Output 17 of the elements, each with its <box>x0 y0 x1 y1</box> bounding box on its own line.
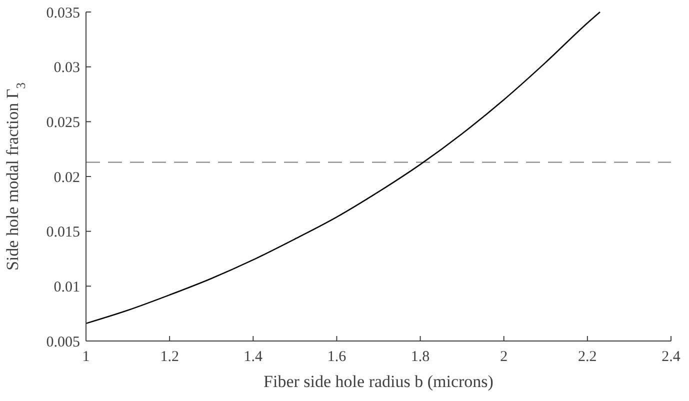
x-tick-label: 1.8 <box>410 349 430 365</box>
y-tick-label: 0.035 <box>46 5 80 22</box>
x-axis-title: Fiber side hole radius b (microns) <box>264 372 494 391</box>
x-tick-label: 2.4 <box>662 349 681 365</box>
y-tick-label: 0.02 <box>54 170 80 186</box>
x-tick-label: 1.4 <box>244 349 264 365</box>
x-tick-label: 2.2 <box>578 349 597 365</box>
x-tick-label: 1.2 <box>160 349 179 365</box>
y-tick-label: 0.01 <box>54 279 80 296</box>
y-tick-label: 0.005 <box>46 334 80 350</box>
y-tick-label: 0.03 <box>54 60 80 76</box>
x-tick-label: 1.6 <box>327 349 347 365</box>
y-tick-label: 0.015 <box>46 224 80 241</box>
y-tick-label: 0.025 <box>46 114 80 131</box>
x-tick-label: 2 <box>500 349 508 365</box>
line-series <box>85 11 601 324</box>
x-tick-label: 1 <box>82 349 90 365</box>
